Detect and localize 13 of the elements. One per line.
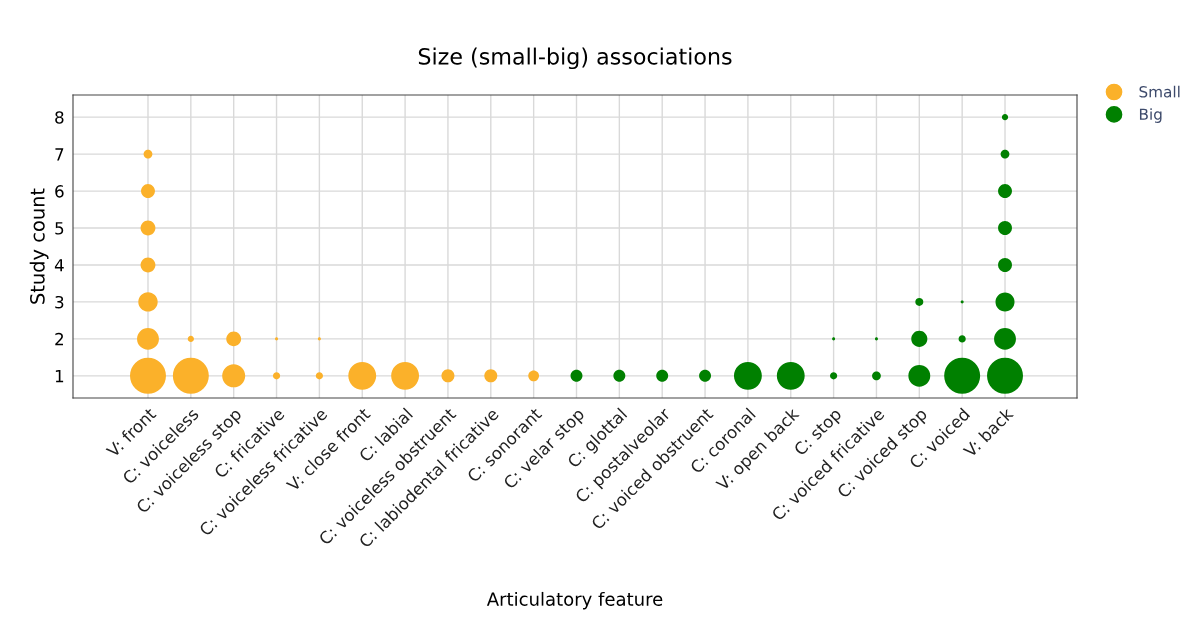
y-tick-label: 7 bbox=[55, 148, 64, 161]
y-tick-label: 4 bbox=[54, 259, 64, 272]
y-tick-label: 1 bbox=[55, 370, 64, 383]
y-axis-title: Study count bbox=[29, 188, 49, 304]
legend-label: Small bbox=[1139, 85, 1180, 98]
legend-label: Big bbox=[1139, 108, 1162, 123]
y-tick-label: 8 bbox=[55, 111, 64, 124]
y-tick-label: 6 bbox=[55, 185, 64, 198]
chart-title: Size (small-big) associations bbox=[418, 47, 732, 70]
x-axis-title: Articulatory feature bbox=[486, 591, 663, 610]
y-tick-label: 5 bbox=[55, 222, 64, 235]
y-tick-label: 3 bbox=[55, 295, 64, 309]
y-tick-label: 2 bbox=[55, 332, 63, 346]
